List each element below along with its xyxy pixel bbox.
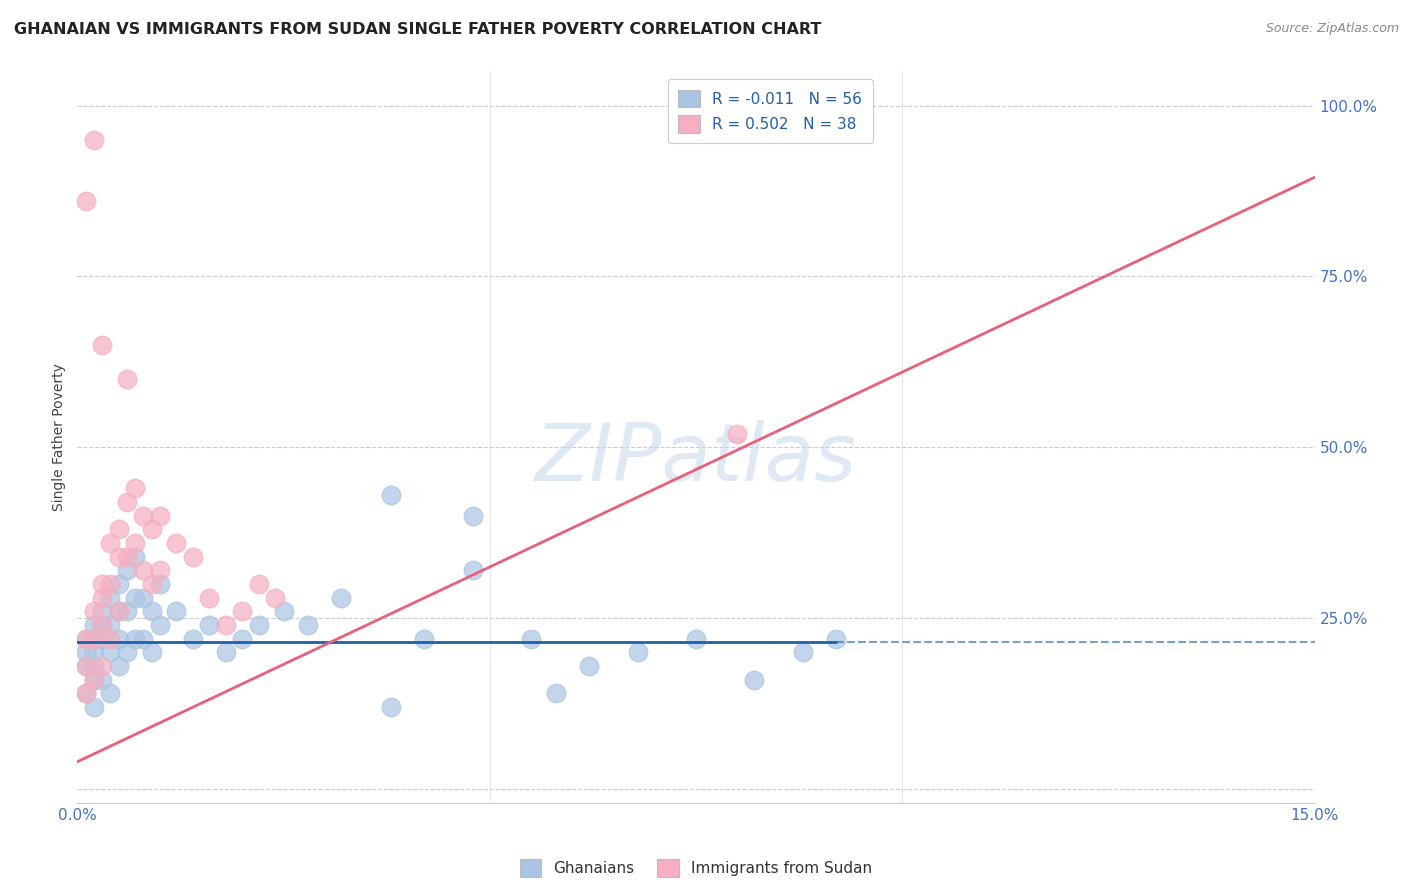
Point <box>107 659 129 673</box>
Point <box>107 604 129 618</box>
Text: ZIPatlas: ZIPatlas <box>534 420 858 498</box>
Point <box>115 563 138 577</box>
Text: GHANAIAN VS IMMIGRANTS FROM SUDAN SINGLE FATHER POVERTY CORRELATION CHART: GHANAIAN VS IMMIGRANTS FROM SUDAN SINGLE… <box>14 22 821 37</box>
Point <box>91 618 114 632</box>
Point <box>115 549 138 564</box>
Point <box>544 686 567 700</box>
Point <box>91 618 114 632</box>
Point <box>463 508 485 523</box>
Point <box>141 645 163 659</box>
Point <box>98 632 121 646</box>
Point <box>132 563 155 577</box>
Point <box>141 577 163 591</box>
Point <box>91 591 114 605</box>
Point <box>231 604 253 618</box>
Point <box>264 591 287 605</box>
Point <box>825 632 848 646</box>
Point <box>98 591 121 605</box>
Point <box>98 686 121 700</box>
Point <box>742 673 765 687</box>
Point <box>75 632 97 646</box>
Point <box>149 563 172 577</box>
Point <box>83 632 105 646</box>
Point <box>115 645 138 659</box>
Point <box>107 604 129 618</box>
Point <box>149 618 172 632</box>
Point <box>98 618 121 632</box>
Point <box>215 645 238 659</box>
Point <box>75 659 97 673</box>
Point <box>141 604 163 618</box>
Point <box>181 549 204 564</box>
Point <box>83 673 105 687</box>
Point <box>627 645 650 659</box>
Point <box>83 632 105 646</box>
Point <box>520 632 543 646</box>
Point <box>75 194 97 209</box>
Point <box>380 700 402 714</box>
Point <box>91 338 114 352</box>
Point <box>91 577 114 591</box>
Point <box>198 591 221 605</box>
Point <box>98 645 121 659</box>
Point <box>149 508 172 523</box>
Point <box>91 659 114 673</box>
Point <box>124 632 146 646</box>
Point <box>215 618 238 632</box>
Point <box>297 618 319 632</box>
Point <box>578 659 600 673</box>
Point <box>132 591 155 605</box>
Point <box>91 604 114 618</box>
Point <box>98 536 121 550</box>
Point <box>198 618 221 632</box>
Point <box>83 133 105 147</box>
Point <box>75 645 97 659</box>
Point <box>75 659 97 673</box>
Point <box>91 632 114 646</box>
Point <box>115 495 138 509</box>
Y-axis label: Single Father Poverty: Single Father Poverty <box>52 363 66 511</box>
Point <box>75 686 97 700</box>
Point <box>75 632 97 646</box>
Point <box>115 372 138 386</box>
Point <box>83 645 105 659</box>
Point <box>463 563 485 577</box>
Point <box>165 604 187 618</box>
Text: Source: ZipAtlas.com: Source: ZipAtlas.com <box>1265 22 1399 36</box>
Point <box>107 549 129 564</box>
Point <box>181 632 204 646</box>
Point <box>132 632 155 646</box>
Point <box>124 549 146 564</box>
Point <box>124 481 146 495</box>
Point <box>115 604 138 618</box>
Point <box>273 604 295 618</box>
Legend: Ghanaians, Immigrants from Sudan: Ghanaians, Immigrants from Sudan <box>513 853 879 883</box>
Point <box>83 659 105 673</box>
Point <box>83 700 105 714</box>
Point <box>231 632 253 646</box>
Point <box>149 577 172 591</box>
Point <box>330 591 353 605</box>
Point <box>380 488 402 502</box>
Point <box>141 522 163 536</box>
Point <box>412 632 434 646</box>
Point <box>247 618 270 632</box>
Point <box>107 577 129 591</box>
Point <box>725 426 748 441</box>
Point <box>124 536 146 550</box>
Point <box>75 686 97 700</box>
Point <box>165 536 187 550</box>
Point <box>83 604 105 618</box>
Point <box>685 632 707 646</box>
Point <box>132 508 155 523</box>
Point <box>83 618 105 632</box>
Point <box>247 577 270 591</box>
Point <box>107 522 129 536</box>
Point <box>107 632 129 646</box>
Point <box>91 673 114 687</box>
Point <box>124 591 146 605</box>
Point <box>83 673 105 687</box>
Point <box>792 645 814 659</box>
Point <box>98 577 121 591</box>
